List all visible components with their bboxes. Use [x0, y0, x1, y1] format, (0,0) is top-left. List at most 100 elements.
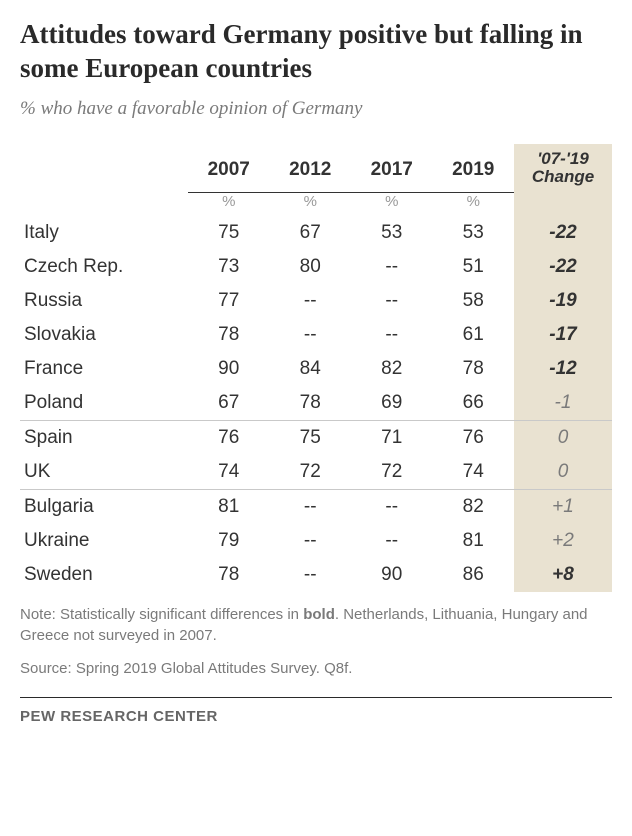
value-cell: 58 [433, 284, 515, 318]
value-cell: -- [351, 490, 433, 525]
value-cell: 74 [433, 455, 515, 490]
header-2007: 2007 [188, 144, 270, 193]
value-cell: 78 [188, 318, 270, 352]
header-change-line2: Change [532, 167, 594, 186]
value-cell: 75 [270, 421, 352, 456]
country-cell: Sweden [20, 558, 188, 592]
change-cell: 0 [514, 455, 612, 490]
header-2017: 2017 [351, 144, 433, 193]
change-cell: +1 [514, 490, 612, 525]
header-row: 2007 2012 2017 2019 '07-'19 Change [20, 144, 612, 193]
value-cell: 75 [188, 216, 270, 250]
value-cell: 53 [433, 216, 515, 250]
value-cell: 67 [188, 386, 270, 421]
change-cell: -22 [514, 216, 612, 250]
value-cell: 90 [351, 558, 433, 592]
value-cell: 81 [433, 524, 515, 558]
note-prefix: Note: Statistically significant differen… [20, 606, 303, 623]
table-row: Czech Rep.7380--51-22 [20, 250, 612, 284]
change-cell: -1 [514, 386, 612, 421]
value-cell: -- [351, 284, 433, 318]
change-cell: 0 [514, 421, 612, 456]
country-cell: Ukraine [20, 524, 188, 558]
value-cell: -- [351, 524, 433, 558]
value-cell: -- [270, 524, 352, 558]
value-cell: 53 [351, 216, 433, 250]
footer-divider [20, 697, 612, 698]
value-cell: -- [270, 558, 352, 592]
pct-label: % [433, 193, 515, 217]
country-cell: France [20, 352, 188, 386]
value-cell: -- [270, 284, 352, 318]
value-cell: 79 [188, 524, 270, 558]
country-cell: Russia [20, 284, 188, 318]
table-row: Ukraine79----81+2 [20, 524, 612, 558]
value-cell: -- [270, 490, 352, 525]
brand-logo: PEW RESEARCH CENTER [20, 708, 612, 725]
value-cell: 78 [188, 558, 270, 592]
value-cell: 82 [433, 490, 515, 525]
header-change: '07-'19 Change [514, 144, 612, 193]
table-row: UK747272740 [20, 455, 612, 490]
pct-label: % [351, 193, 433, 217]
value-cell: 72 [351, 455, 433, 490]
country-cell: Czech Rep. [20, 250, 188, 284]
table-row: Italy75675353-22 [20, 216, 612, 250]
table-row: Sweden78--9086+8 [20, 558, 612, 592]
value-cell: 80 [270, 250, 352, 284]
change-cell: +2 [514, 524, 612, 558]
note-bold: bold [303, 606, 335, 623]
value-cell: 78 [433, 352, 515, 386]
table-row: Slovakia78----61-17 [20, 318, 612, 352]
table-row: France90848278-12 [20, 352, 612, 386]
header-blank [20, 144, 188, 193]
value-cell: 61 [433, 318, 515, 352]
footnote: Note: Statistically significant differen… [20, 604, 612, 646]
change-cell: +8 [514, 558, 612, 592]
value-cell: 69 [351, 386, 433, 421]
change-cell: -19 [514, 284, 612, 318]
data-table: 2007 2012 2017 2019 '07-'19 Change % % %… [20, 144, 612, 593]
country-cell: UK [20, 455, 188, 490]
value-cell: -- [270, 318, 352, 352]
value-cell: 90 [188, 352, 270, 386]
table-row: Poland67786966-1 [20, 386, 612, 421]
table-body: Italy75675353-22Czech Rep.7380--51-22Rus… [20, 216, 612, 592]
country-cell: Poland [20, 386, 188, 421]
value-cell: 78 [270, 386, 352, 421]
value-cell: 73 [188, 250, 270, 284]
header-2012: 2012 [270, 144, 352, 193]
chart-title: Attitudes toward Germany positive but fa… [20, 18, 612, 86]
country-cell: Bulgaria [20, 490, 188, 525]
table-row: Spain767571760 [20, 421, 612, 456]
value-cell: 76 [433, 421, 515, 456]
value-cell: 82 [351, 352, 433, 386]
pct-row: % % % % [20, 193, 612, 217]
change-cell: -22 [514, 250, 612, 284]
value-cell: 77 [188, 284, 270, 318]
value-cell: 76 [188, 421, 270, 456]
value-cell: 67 [270, 216, 352, 250]
value-cell: -- [351, 250, 433, 284]
chart-subtitle: % who have a favorable opinion of German… [20, 98, 612, 120]
value-cell: 86 [433, 558, 515, 592]
pct-label: % [270, 193, 352, 217]
value-cell: 66 [433, 386, 515, 421]
source-line: Source: Spring 2019 Global Attitudes Sur… [20, 658, 612, 679]
pct-label: % [188, 193, 270, 217]
country-cell: Spain [20, 421, 188, 456]
table-row: Russia77----58-19 [20, 284, 612, 318]
header-change-line1: '07-'19 [537, 149, 589, 168]
change-cell: -12 [514, 352, 612, 386]
value-cell: 51 [433, 250, 515, 284]
header-2019: 2019 [433, 144, 515, 193]
value-cell: 71 [351, 421, 433, 456]
value-cell: -- [351, 318, 433, 352]
value-cell: 81 [188, 490, 270, 525]
country-cell: Italy [20, 216, 188, 250]
change-cell: -17 [514, 318, 612, 352]
table-row: Bulgaria81----82+1 [20, 490, 612, 525]
value-cell: 84 [270, 352, 352, 386]
value-cell: 72 [270, 455, 352, 490]
value-cell: 74 [188, 455, 270, 490]
